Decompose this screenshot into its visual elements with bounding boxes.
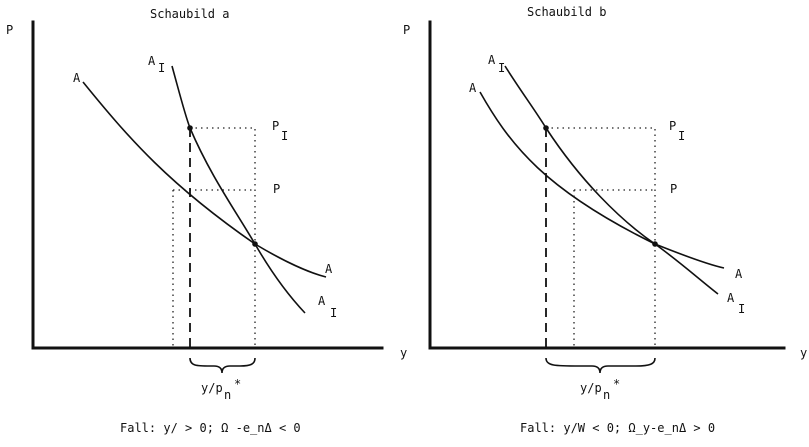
panel-a-label-AI-end-sub: I bbox=[330, 306, 337, 320]
panel-a-label-PI: P bbox=[272, 119, 279, 133]
panel-b-label-PI: P bbox=[669, 119, 676, 133]
panel-a-point-equilibrium bbox=[252, 241, 258, 247]
panel-b-y-axis-label: P bbox=[403, 23, 410, 37]
panel-a-label-AI-top-sub: I bbox=[158, 61, 165, 75]
panel-a-label-AI-end: A bbox=[318, 294, 326, 308]
panel-a-x-axis-label: y bbox=[400, 346, 407, 360]
panel-b-label-AI-end-sub: I bbox=[738, 302, 745, 316]
panel-b-point-equilibrium bbox=[652, 241, 658, 247]
panel-a-curve-A bbox=[82, 81, 327, 278]
panel-b-curve-AI bbox=[504, 65, 719, 295]
panel-a-brace-label-sub: n bbox=[224, 388, 231, 402]
panel-b-curve-A bbox=[479, 91, 725, 269]
panel-a-axes bbox=[31, 20, 384, 350]
panel-a-label-P: P bbox=[273, 182, 280, 196]
panel-b-brace bbox=[545, 357, 656, 374]
panel-b-axes bbox=[428, 20, 786, 350]
panel-b-label-A-top: A bbox=[469, 81, 477, 95]
panel-a-point-pi bbox=[187, 125, 193, 131]
panel-b-point-pi bbox=[543, 125, 549, 131]
panel-a-brace-label-star: * bbox=[234, 377, 241, 391]
panel-b-caption: Fall: y/W < 0; Ω_y-e_nΔ > 0 bbox=[520, 421, 715, 435]
panel-a-curve-AI bbox=[171, 65, 306, 314]
panel-b-brace-label-star: * bbox=[613, 377, 620, 391]
panel-b-label-AI-top: A bbox=[488, 53, 496, 67]
panel-a-label-A-top: A bbox=[73, 71, 81, 85]
panel-a-label-PI-sub: I bbox=[281, 129, 288, 143]
panel-a-label-AI-top: A bbox=[148, 54, 156, 68]
panel-a-caption: Fall: y/ > 0; Ω -e_nΔ < 0 bbox=[120, 421, 301, 435]
panel-b-label-AI-end: A bbox=[727, 291, 735, 305]
panel-b-label-A-end: A bbox=[735, 267, 743, 281]
panel-a-brace bbox=[189, 357, 256, 374]
panel-b-label-AI-top-sub: I bbox=[498, 61, 505, 75]
panel-b-pi-guide bbox=[546, 127, 656, 348]
panel-a-label-A-end: A bbox=[325, 262, 333, 276]
panel-b-title: Schaubild b bbox=[527, 5, 606, 19]
panel-a-y-axis-label: P bbox=[6, 23, 13, 37]
panel-b-label-P: P bbox=[670, 182, 677, 196]
panel-a-brace-label: y/p bbox=[201, 381, 223, 395]
panel-b: Schaubild b P y A A I A A I P I P y/p n … bbox=[403, 5, 807, 435]
panel-a-title: Schaubild a bbox=[150, 7, 229, 21]
panel-b-x-axis-label: y bbox=[800, 346, 807, 360]
panel-b-brace-label: y/p bbox=[580, 381, 602, 395]
panel-a: Schaubild a P y A A I A A I P I P y/p n … bbox=[6, 7, 407, 435]
panel-b-label-PI-sub: I bbox=[678, 129, 685, 143]
panel-b-brace-label-sub: n bbox=[603, 388, 610, 402]
